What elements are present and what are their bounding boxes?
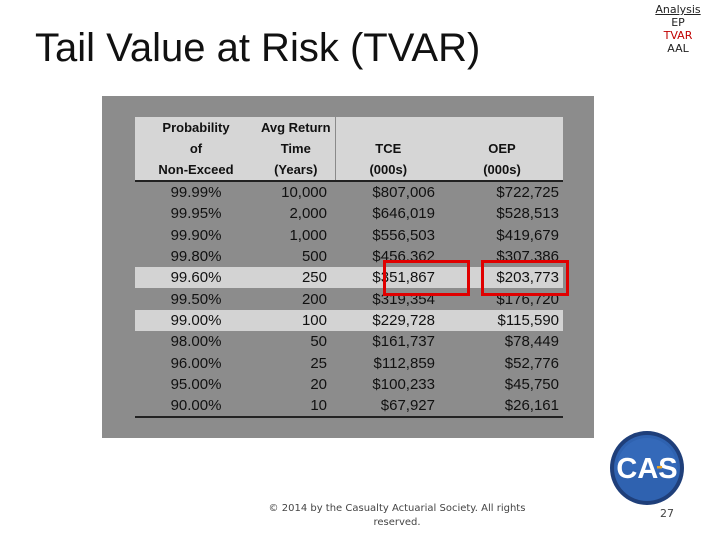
return-time-cell: 100 xyxy=(257,309,335,332)
probability-cell: 99.80% xyxy=(170,248,222,266)
return-time-cell: 25 xyxy=(310,354,327,372)
tvar-table: Probability Avg Return of Time TCE OEP N… xyxy=(135,117,563,419)
oep-cell: $115,590 xyxy=(441,309,563,332)
probability-cell: 90.00% xyxy=(135,394,257,419)
return-time-cell: 1,000 xyxy=(289,226,327,244)
return-time-cell: 500 xyxy=(301,248,327,266)
logo-sheen xyxy=(617,438,677,470)
header-cell xyxy=(441,117,563,138)
oep-cell: $203,773 xyxy=(441,267,563,289)
oep-cell: $722,725 xyxy=(496,184,559,202)
nav-item-tvar[interactable]: TVAR xyxy=(663,29,693,42)
tce-cell: $112,859 xyxy=(373,354,435,372)
slide-title: Tail Value at Risk (TVAR) xyxy=(35,26,481,70)
table-row-highlighted: 99.60% 250 $351,867 $203,773 xyxy=(135,267,563,289)
header-cell: Probability xyxy=(135,117,257,138)
table-header-row: Probability Avg Return xyxy=(135,117,563,138)
tce-cell: $556,503 xyxy=(372,226,435,244)
probability-cell: 95.00% xyxy=(170,375,222,393)
table-row: 90.00% 10 $67,927 $26,161 xyxy=(135,394,563,419)
header-cell: OEP xyxy=(441,138,563,159)
logo-disc xyxy=(614,435,680,501)
logo-accent xyxy=(657,466,662,469)
table-row: 95.00% 20 $100,233 $45,750 xyxy=(135,374,563,395)
probability-cell: 99.90% xyxy=(170,226,222,244)
nav-item-aal[interactable]: AAL xyxy=(667,42,689,55)
page-number: 27 xyxy=(660,507,674,520)
probability-cell: 99.50% xyxy=(170,290,222,308)
table-row: 98.00% 50 $161,737 $78,449 xyxy=(135,331,563,352)
probability-cell: 99.00% xyxy=(135,309,257,332)
copyright-footer: © 2014 by the Casualty Actuarial Society… xyxy=(268,503,526,528)
tce-cell: $161,737 xyxy=(372,333,435,351)
probability-cell: 98.00% xyxy=(170,333,222,351)
probability-cell: 99.95% xyxy=(170,205,222,223)
probability-cell: 99.60% xyxy=(135,267,257,289)
oep-cell: $78,449 xyxy=(504,333,559,351)
header-cell: Non-Exceed xyxy=(135,159,257,182)
return-time-cell: 10,000 xyxy=(281,184,327,202)
section-nav: Analysis EP TVAR AAL xyxy=(648,3,708,55)
probability-cell: 99.99% xyxy=(170,184,222,202)
return-time-cell: 10 xyxy=(257,394,335,419)
table-header-row: of Time TCE OEP xyxy=(135,138,563,159)
header-cell: (000s) xyxy=(335,159,441,182)
tce-cell: $67,927 xyxy=(335,394,441,419)
oep-cell: $52,776 xyxy=(504,354,559,372)
tce-cell: $100,233 xyxy=(372,375,435,393)
oep-cell: $45,750 xyxy=(504,375,559,393)
header-cell: of xyxy=(135,138,257,159)
cas-logo: CAS xyxy=(610,431,684,505)
nav-item-ep[interactable]: EP xyxy=(671,16,685,29)
table-row: 96.00% 25 $112,859 $52,776 xyxy=(135,352,563,373)
table-header-row: Non-Exceed (Years) (000s) (000s) xyxy=(135,159,563,182)
tce-cell: $807,006 xyxy=(372,184,435,202)
oep-cell: $26,161 xyxy=(441,394,563,419)
header-cell: (000s) xyxy=(441,159,563,182)
header-cell: TCE xyxy=(335,138,441,159)
tce-cell: $229,728 xyxy=(335,309,441,332)
return-time-cell: 2,000 xyxy=(289,205,327,223)
table-image-panel: Probability Avg Return of Time TCE OEP N… xyxy=(102,96,594,438)
header-cell xyxy=(335,117,441,138)
oep-cell: $528,513 xyxy=(496,205,559,223)
oep-cell: $419,679 xyxy=(496,226,559,244)
header-cell: Avg Return xyxy=(257,117,336,138)
table-row-highlighted: 99.00% 100 $229,728 $115,590 xyxy=(135,309,563,332)
header-cell: (Years) xyxy=(257,159,336,182)
table-row: 99.95% 2,000 $646,019 $528,513 xyxy=(135,203,563,224)
return-time-cell: 20 xyxy=(310,375,327,393)
table-row: 99.99% 10,000 $807,006 $722,725 xyxy=(135,181,563,203)
logo-text: CAS xyxy=(616,453,677,485)
oep-highlight-box xyxy=(481,260,569,296)
tce-cell: $351,867 xyxy=(335,267,441,289)
return-time-cell: 250 xyxy=(257,267,335,289)
tce-cell: $646,019 xyxy=(372,205,435,223)
header-cell: Time xyxy=(257,138,336,159)
return-time-cell: 200 xyxy=(301,290,327,308)
table-row: 99.90% 1,000 $556,503 $419,679 xyxy=(135,225,563,246)
return-time-cell: 50 xyxy=(310,333,327,351)
nav-link-analysis[interactable]: Analysis xyxy=(655,3,701,16)
tce-highlight-box xyxy=(383,260,470,296)
probability-cell: 96.00% xyxy=(170,354,222,372)
